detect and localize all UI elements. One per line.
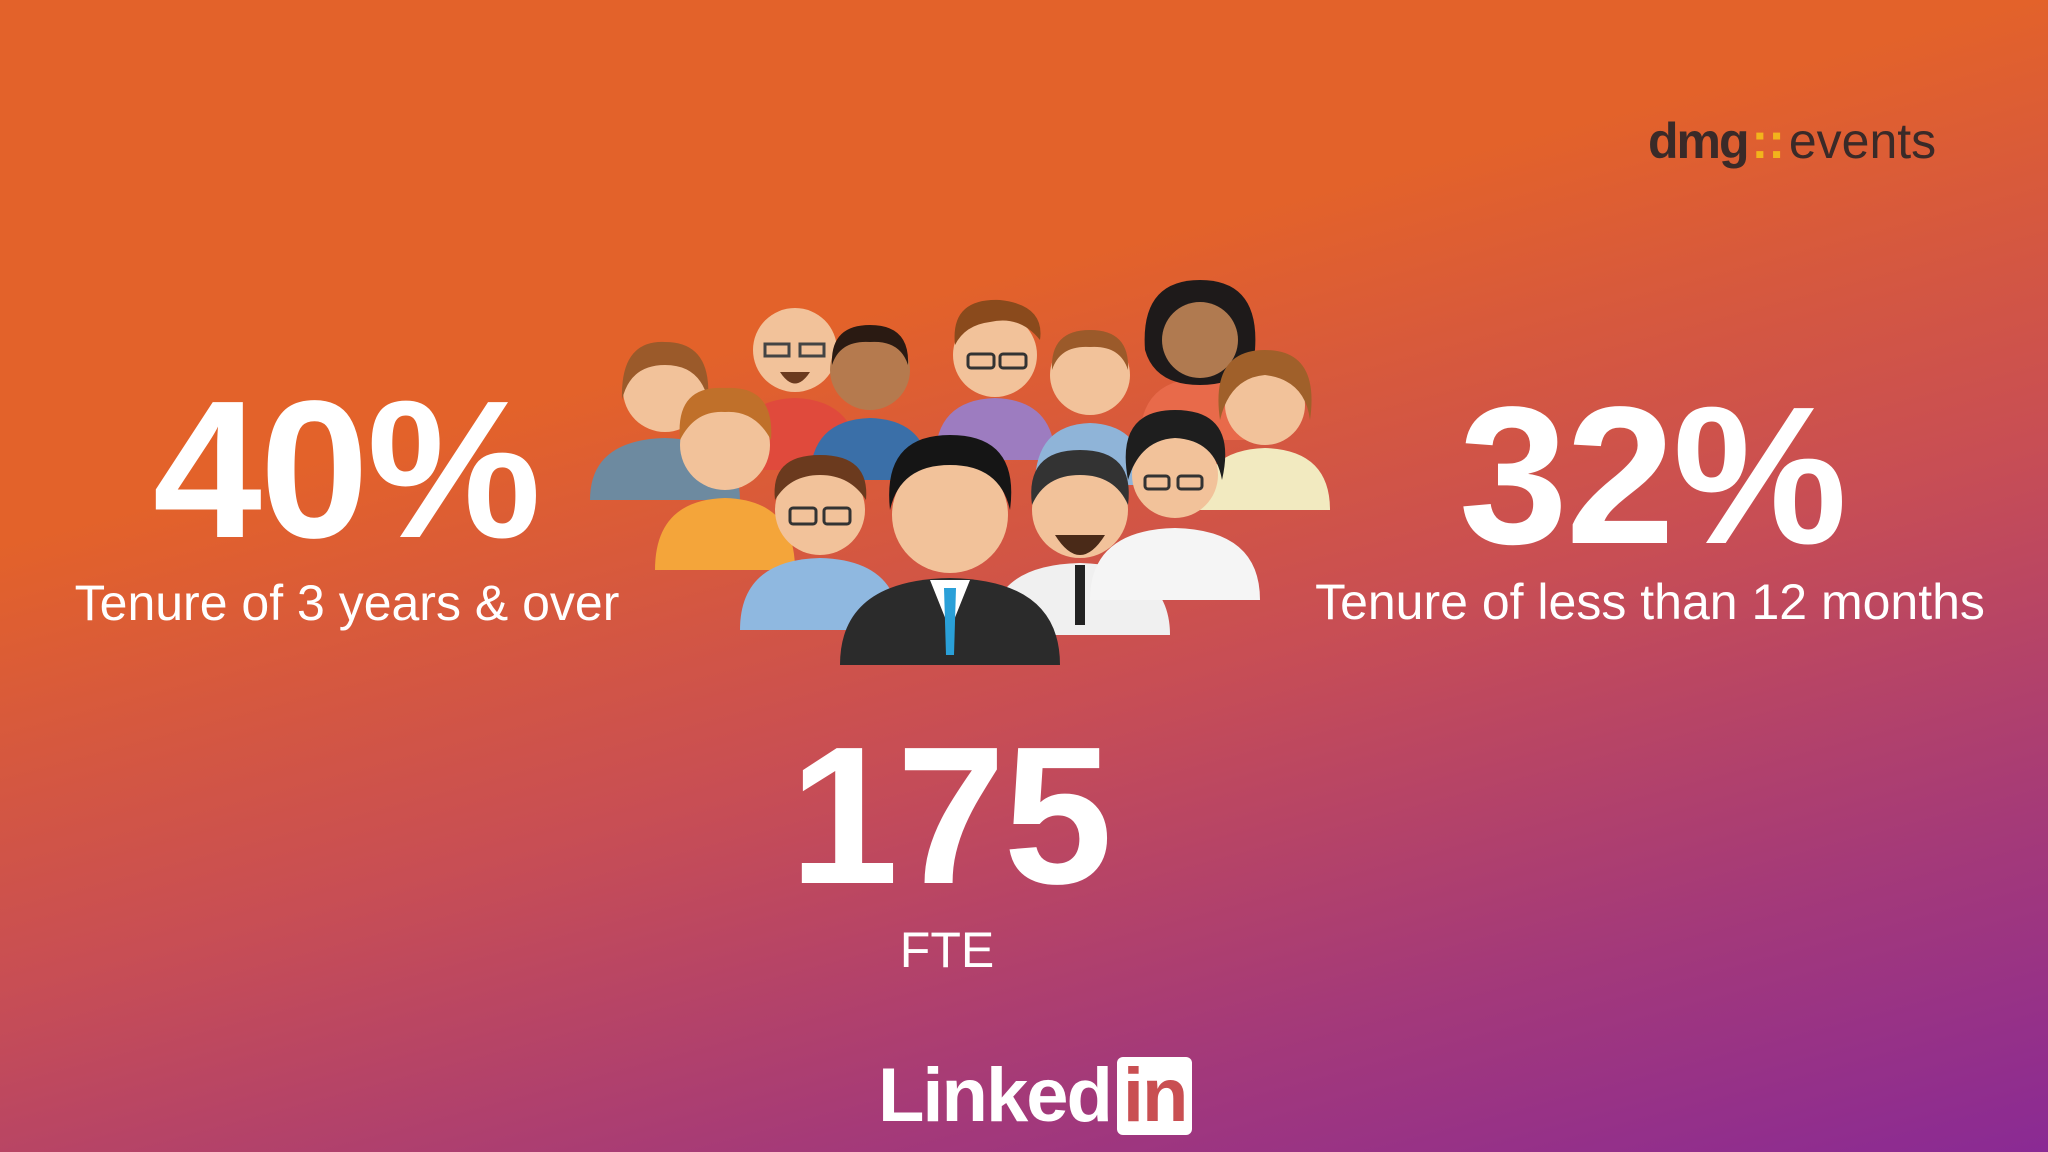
logo-name: events [1788, 113, 1937, 169]
stat-value: 32% [1458, 366, 1847, 585]
person [1200, 350, 1330, 510]
person [1090, 410, 1260, 600]
logo-dots: :: [1751, 113, 1785, 169]
person [840, 435, 1060, 665]
stat-value: 40% [152, 360, 541, 579]
linkedin-word: Linked [878, 1053, 1113, 1138]
linkedin-logo: Linked in [878, 1052, 1193, 1139]
person [655, 387, 795, 570]
linkedin-badge: in [1116, 1056, 1193, 1135]
people-illustration [590, 280, 1330, 665]
logo-brand: dmg [1648, 113, 1750, 169]
stat-label: Tenure of 3 years & over [74, 575, 620, 631]
logo: dmg::events [1648, 112, 1936, 170]
stat-label: Tenure of less than 12 months [1315, 574, 1985, 630]
stat-value: 175 [789, 706, 1112, 925]
stat-label: FTE [899, 922, 995, 978]
